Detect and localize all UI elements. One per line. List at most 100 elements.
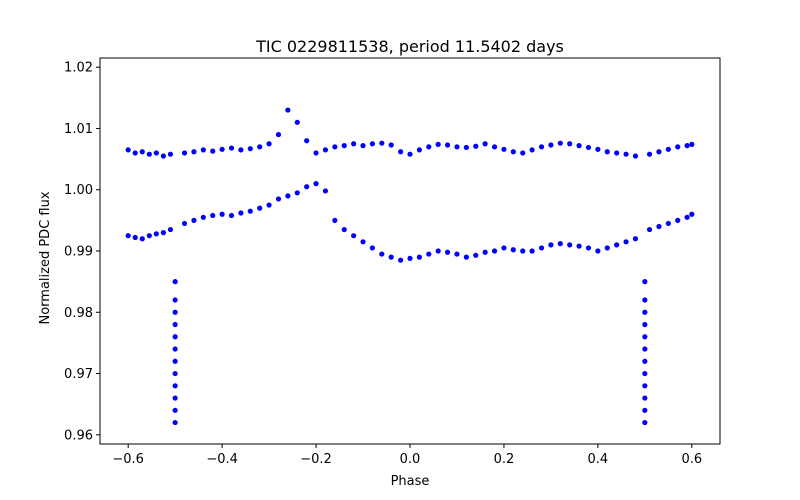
data-point xyxy=(407,151,413,157)
data-point xyxy=(351,141,357,147)
y-tick-label: 1.02 xyxy=(64,61,93,76)
data-point xyxy=(167,226,174,233)
data-point xyxy=(407,255,413,261)
data-point xyxy=(172,346,178,352)
x-axis-label: Phase xyxy=(391,474,430,489)
data-point xyxy=(398,149,404,155)
data-point xyxy=(444,249,451,255)
data-point xyxy=(520,150,526,156)
data-point xyxy=(313,181,319,187)
data-point xyxy=(125,233,131,239)
data-point xyxy=(473,143,479,149)
data-point xyxy=(642,334,648,340)
data-point xyxy=(529,147,535,153)
data-point xyxy=(332,217,338,223)
data-point xyxy=(238,210,244,216)
data-point xyxy=(238,147,244,153)
data-point xyxy=(294,190,300,196)
data-point xyxy=(623,239,629,245)
data-point xyxy=(172,383,178,389)
x-tick-label: 0.6 xyxy=(681,452,702,467)
data-point xyxy=(632,236,639,242)
data-point xyxy=(642,297,648,303)
data-point xyxy=(257,144,263,150)
data-point xyxy=(642,370,648,377)
data-points xyxy=(125,107,695,426)
data-point xyxy=(538,144,545,150)
data-point xyxy=(304,138,310,144)
data-point xyxy=(360,239,366,245)
data-point xyxy=(642,419,648,426)
data-point xyxy=(181,220,188,227)
y-tick-label: 0.98 xyxy=(64,306,93,321)
data-point xyxy=(684,143,690,149)
x-tick-label: −0.2 xyxy=(300,452,332,467)
data-point xyxy=(642,395,648,401)
data-point xyxy=(623,151,629,157)
y-tick-label: 0.96 xyxy=(64,428,93,443)
data-point xyxy=(139,236,145,242)
data-point xyxy=(172,334,178,340)
data-point xyxy=(247,146,253,152)
data-point xyxy=(656,223,662,230)
data-point xyxy=(322,147,329,153)
data-point xyxy=(172,297,178,303)
chart-title: TIC 0229811538, period 11.5402 days xyxy=(255,37,564,56)
data-point xyxy=(332,144,338,150)
data-point xyxy=(172,407,178,413)
data-point xyxy=(501,146,507,152)
data-point xyxy=(219,211,225,217)
data-point xyxy=(191,149,197,155)
data-point xyxy=(313,150,319,156)
y-tick-label: 0.97 xyxy=(64,367,93,382)
data-point xyxy=(520,248,526,254)
data-point xyxy=(675,217,681,223)
x-tick-label: −0.6 xyxy=(112,452,144,467)
data-point xyxy=(426,144,432,150)
data-point xyxy=(388,254,394,260)
data-point xyxy=(491,248,498,254)
data-point xyxy=(642,321,648,328)
data-point xyxy=(646,226,653,233)
data-point xyxy=(567,242,573,248)
data-point xyxy=(548,242,554,248)
y-tick-label: 1.01 xyxy=(64,122,93,137)
data-point xyxy=(510,247,516,253)
data-point xyxy=(501,245,507,251)
data-point xyxy=(172,395,178,401)
data-point xyxy=(132,150,138,156)
data-point xyxy=(285,193,291,199)
data-point xyxy=(322,188,329,194)
data-point xyxy=(642,309,648,315)
data-point xyxy=(642,279,648,285)
data-point xyxy=(379,251,385,257)
data-point xyxy=(689,141,695,147)
data-point xyxy=(463,144,469,151)
data-point xyxy=(153,150,159,156)
data-point xyxy=(435,141,441,147)
data-point xyxy=(595,146,601,152)
data-point xyxy=(632,153,639,159)
data-point xyxy=(675,144,681,150)
data-point xyxy=(454,251,460,257)
data-point xyxy=(360,143,366,149)
data-point xyxy=(557,241,563,247)
data-point xyxy=(595,248,601,254)
data-point xyxy=(426,251,432,257)
data-point xyxy=(538,245,545,251)
data-point xyxy=(153,231,159,237)
data-point xyxy=(200,214,206,220)
data-point xyxy=(656,149,662,155)
data-point xyxy=(172,309,178,315)
data-point xyxy=(548,142,554,148)
data-point xyxy=(416,254,422,260)
data-point xyxy=(146,233,152,239)
data-point xyxy=(200,147,206,153)
x-tick-label: −0.4 xyxy=(206,452,238,467)
x-tick-label: 0.0 xyxy=(400,452,421,467)
data-point xyxy=(463,254,469,260)
data-point xyxy=(576,143,582,149)
data-point xyxy=(482,249,488,255)
data-point xyxy=(341,143,347,149)
data-point xyxy=(642,383,648,389)
